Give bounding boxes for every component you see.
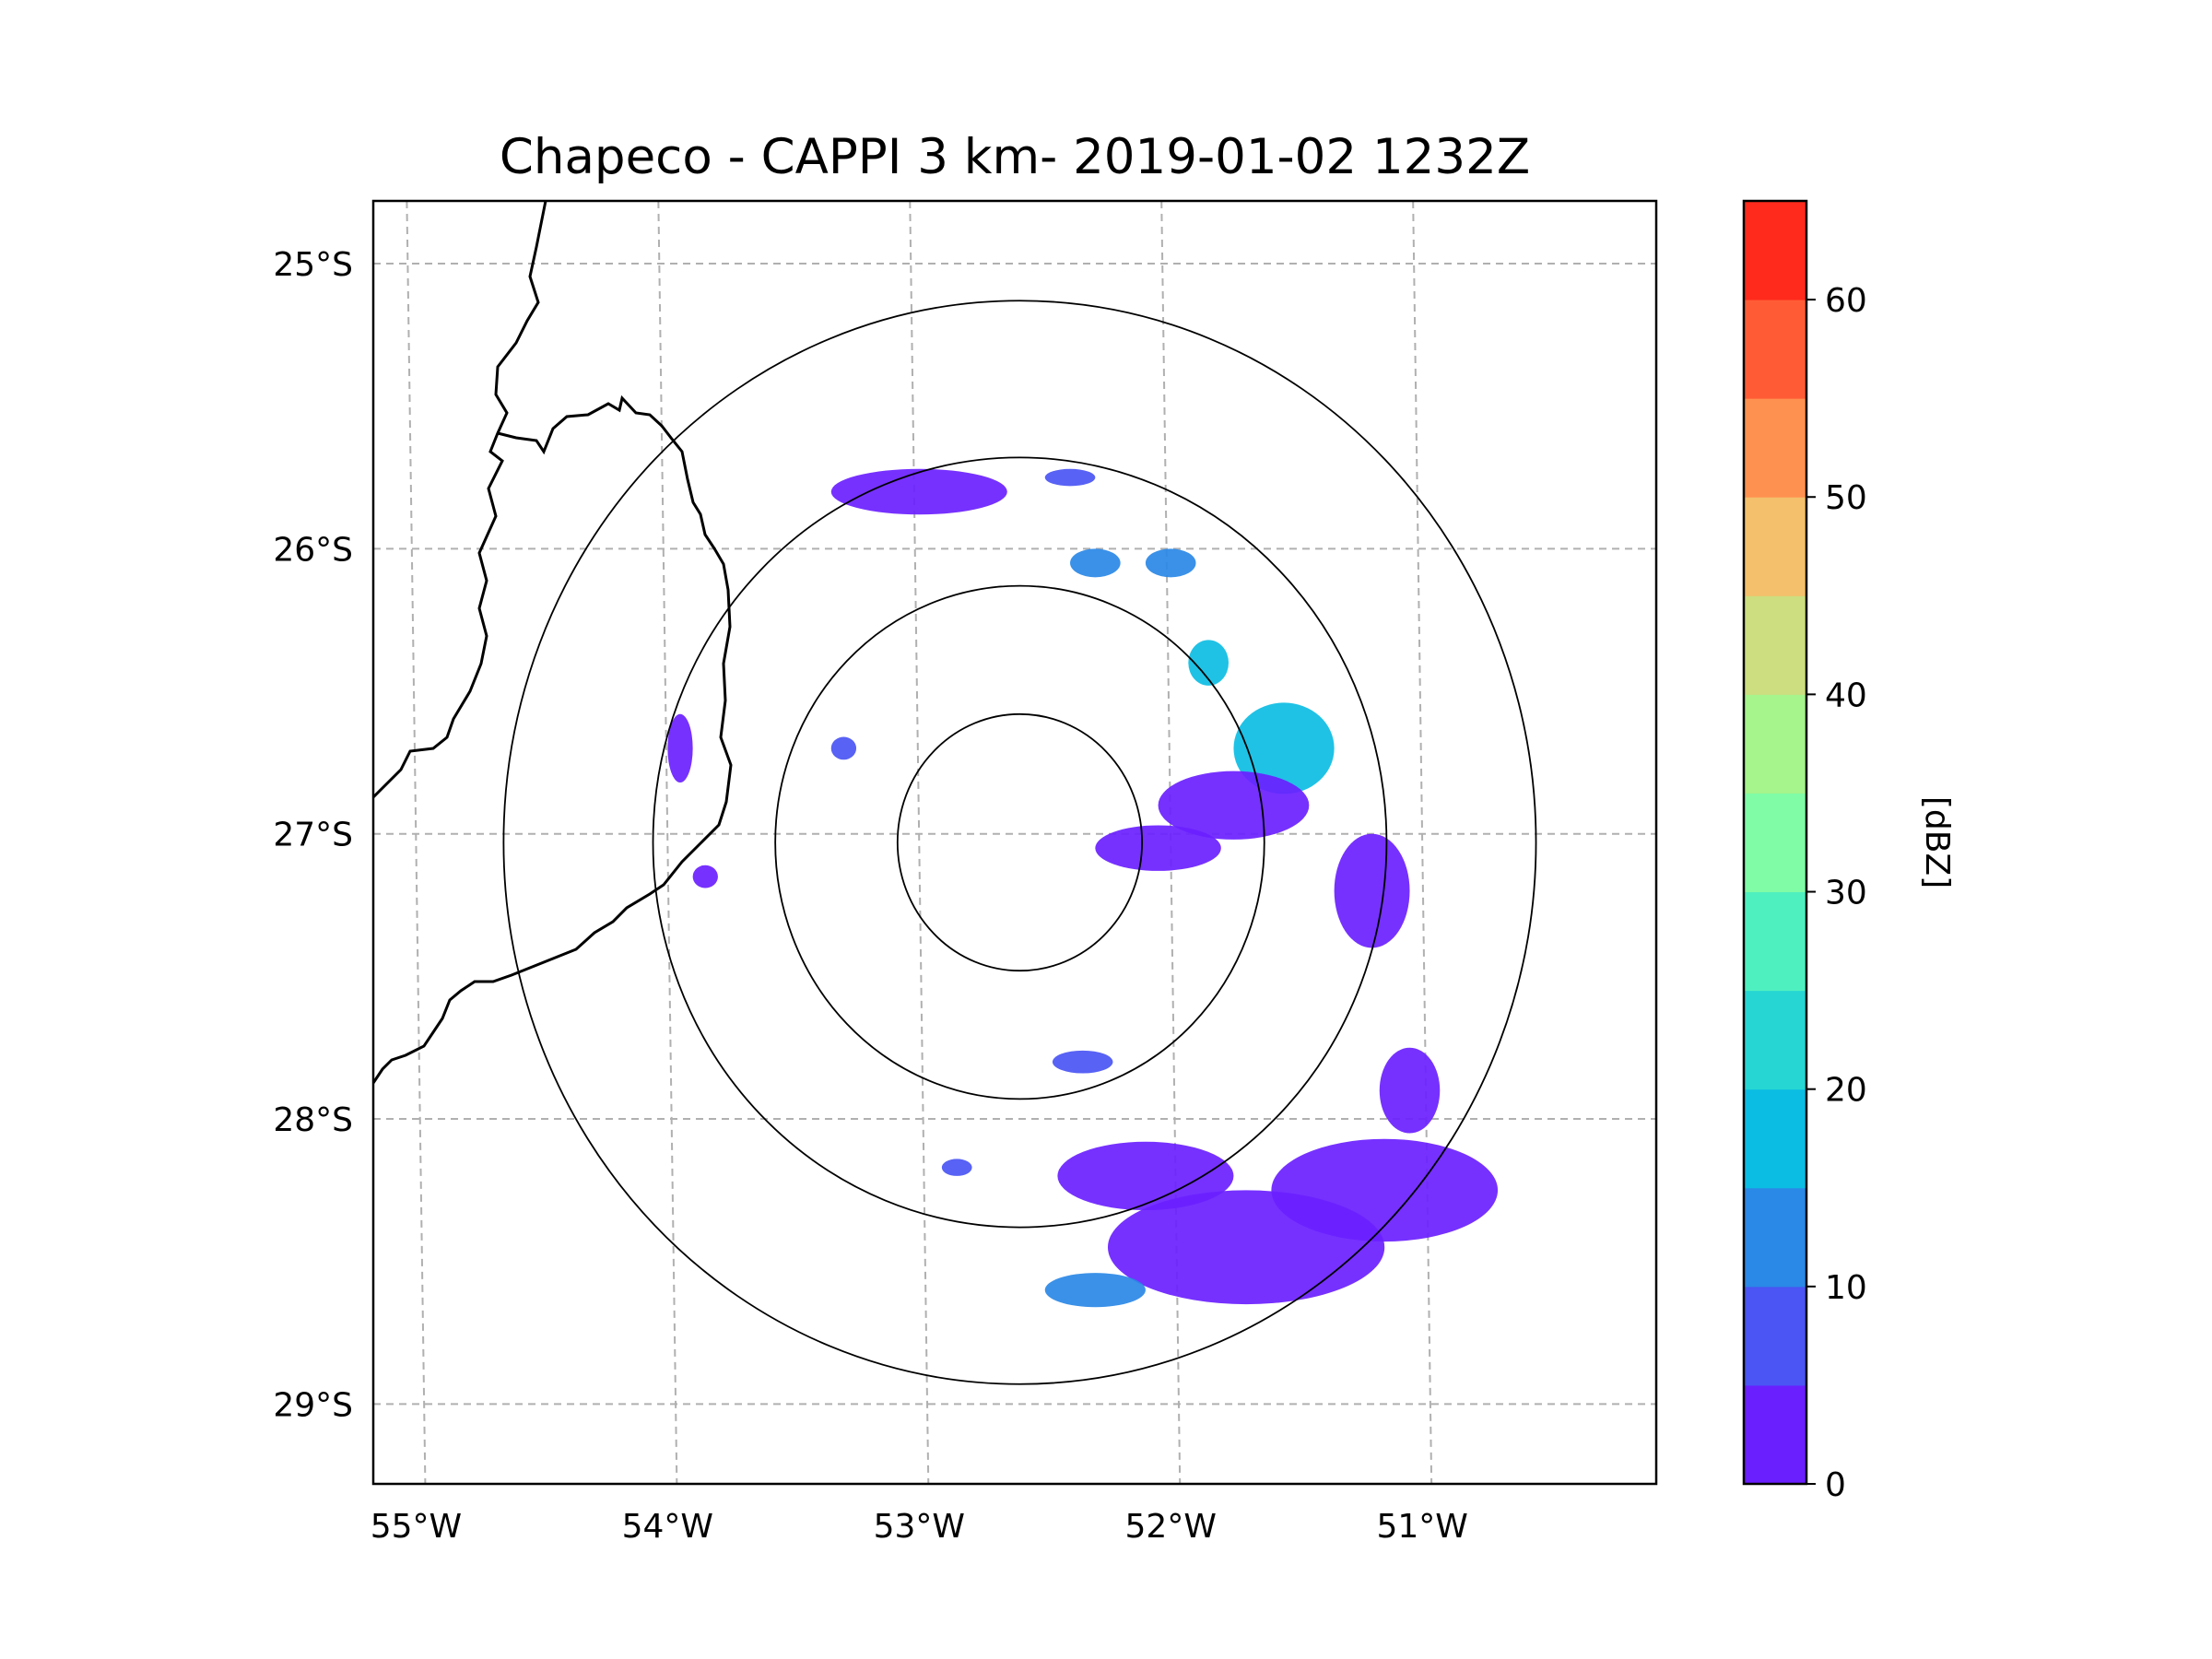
colorbar-bin xyxy=(1744,990,1806,1090)
echo-region xyxy=(941,1159,972,1176)
echo-region xyxy=(1334,833,1410,948)
colorbar-bin xyxy=(1744,891,1806,992)
echo-region xyxy=(1070,548,1121,578)
y-tick-label: 26°S xyxy=(273,531,353,569)
colorbar-bin xyxy=(1744,398,1806,498)
colorbar-ticks: 0 10 20 30 40 50 60 xyxy=(1806,282,1867,1504)
echo-region xyxy=(1052,1050,1113,1074)
map-plot-area xyxy=(373,201,1656,1484)
colorbar-bin xyxy=(1744,694,1806,794)
colorbar xyxy=(1744,201,1806,1485)
echo-region xyxy=(1044,1273,1146,1308)
colorbar-bin xyxy=(1744,595,1806,695)
echo-region xyxy=(1095,825,1221,871)
colorbar-bin xyxy=(1744,1088,1806,1189)
echo-region xyxy=(1145,548,1196,578)
x-tick-label: 55°W xyxy=(371,1508,462,1546)
reflectivity-echoes xyxy=(667,468,1499,1308)
y-tick-labels: 25°S 26°S 27°S 28°S 29°S xyxy=(273,246,353,1424)
echo-region xyxy=(830,736,857,760)
range-ring xyxy=(652,456,1388,1229)
range-ring xyxy=(502,300,1537,1385)
echo-region xyxy=(1233,702,1335,794)
colorbar-bin xyxy=(1744,1384,1806,1485)
colorbar-bin xyxy=(1744,497,1806,596)
x-tick-labels: 55°W 54°W 53°W 52°W 51°W xyxy=(371,1508,1468,1546)
colorbar-tick-label: 60 xyxy=(1825,282,1867,320)
colorbar-bin xyxy=(1744,300,1806,399)
range-ring xyxy=(774,584,1265,1100)
y-tick-label: 25°S xyxy=(273,246,353,284)
border-west xyxy=(373,201,547,799)
graticule xyxy=(373,201,1656,1484)
range-rings xyxy=(502,300,1537,1385)
state-borders xyxy=(373,201,733,1084)
echo-region xyxy=(1057,1141,1234,1211)
range-ring xyxy=(896,712,1144,972)
echo-region xyxy=(1158,771,1310,840)
colorbar-tick-label: 40 xyxy=(1825,677,1867,714)
colorbar-tick-label: 0 xyxy=(1825,1466,1846,1504)
echo-region xyxy=(1188,640,1229,686)
echo-region xyxy=(1379,1047,1441,1134)
y-tick-label: 27°S xyxy=(273,817,353,854)
echo-region xyxy=(830,468,1007,515)
colorbar-bin xyxy=(1744,793,1806,893)
map-frame xyxy=(371,199,1658,1486)
chart-title: Chapeco - CAPPI 3 km- 2019-01-02 1232Z xyxy=(500,129,1530,185)
x-tick-label: 54°W xyxy=(622,1508,713,1546)
colorbar-frame xyxy=(1742,199,1808,1486)
colorbar-tick-label: 30 xyxy=(1825,875,1867,912)
colorbar-tick-label: 10 xyxy=(1825,1269,1867,1307)
colorbar-bin xyxy=(1744,1187,1806,1288)
echo-region xyxy=(667,713,693,783)
x-tick-label: 52°W xyxy=(1125,1508,1217,1546)
colorbar-label: [dBZ] xyxy=(1918,796,1956,888)
echo-region xyxy=(1107,1190,1385,1305)
echo-region xyxy=(692,865,718,888)
colorbar-bin xyxy=(1744,1286,1806,1386)
y-tick-label: 28°S xyxy=(273,1101,353,1139)
colorbar-tick-label: 20 xyxy=(1825,1072,1867,1110)
x-tick-label: 53°W xyxy=(874,1508,965,1546)
colorbar-tick-label: 50 xyxy=(1825,479,1867,517)
echo-region xyxy=(1044,468,1096,487)
border-state-line xyxy=(373,394,733,1084)
x-tick-label: 51°W xyxy=(1376,1508,1467,1546)
y-tick-label: 29°S xyxy=(273,1386,353,1424)
colorbar-bin xyxy=(1744,201,1806,300)
